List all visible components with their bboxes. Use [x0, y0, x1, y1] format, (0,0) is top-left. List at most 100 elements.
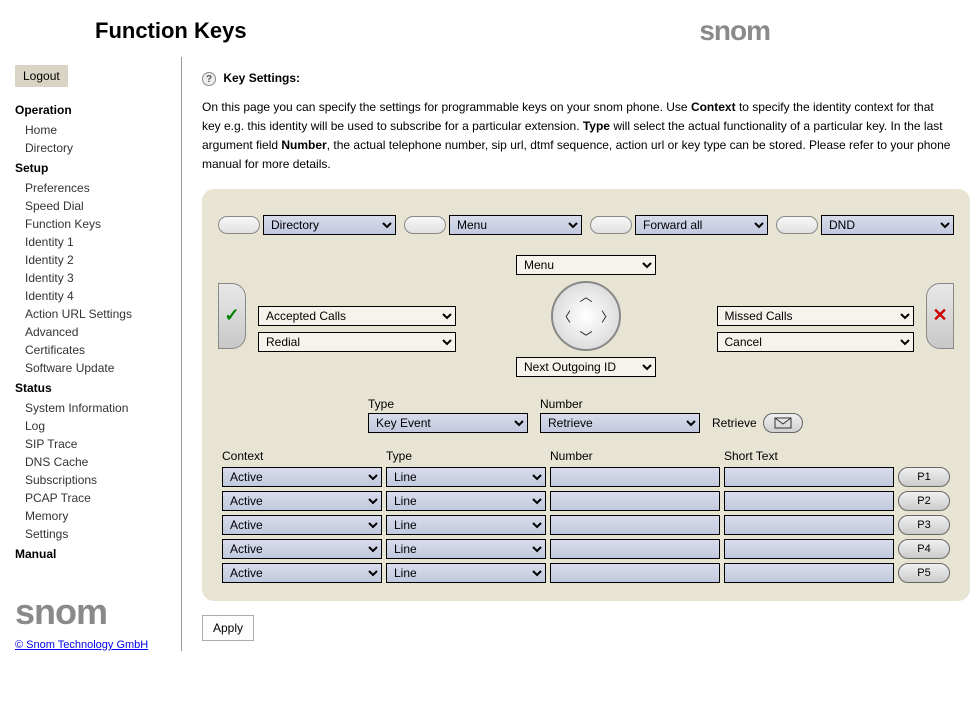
shorttext-input[interactable]	[724, 491, 894, 511]
context-select[interactable]: Active	[222, 515, 382, 535]
nav-group-setup: Setup	[15, 161, 167, 175]
fn-select-1[interactable]: Directory	[263, 215, 396, 235]
sidebar-item-sip-trace[interactable]: SIP Trace	[15, 435, 167, 453]
sidebar-item-home[interactable]: Home	[15, 121, 167, 139]
type-label: Type	[368, 397, 528, 411]
sidebar-item-identity-1[interactable]: Identity 1	[15, 233, 167, 251]
copyright-link[interactable]: © Snom Technology GmbH	[15, 639, 148, 651]
type-select[interactable]: Line	[386, 491, 546, 511]
type-select[interactable]: Line	[386, 563, 546, 583]
context-select[interactable]: Active	[222, 491, 382, 511]
dpad-right-icon[interactable]: 〉	[601, 306, 614, 325]
type-select[interactable]: Line	[386, 539, 546, 559]
dpad[interactable]: ︿ ﹀ 〈 〉	[551, 281, 621, 351]
fn-row-top: Directory Menu Forward all DND	[218, 215, 954, 235]
shorttext-input[interactable]	[724, 563, 894, 583]
sidebar-item-subscriptions[interactable]: Subscriptions	[15, 471, 167, 489]
logout-button[interactable]: Logout	[15, 65, 68, 87]
type-select[interactable]: Line	[386, 515, 546, 535]
retrieve-type-select[interactable]: Key Event	[368, 413, 528, 433]
dpad-left-icon[interactable]: 〈	[558, 306, 571, 325]
dpad-down-icon[interactable]: ﹀	[579, 327, 592, 346]
sidebar-item-settings[interactable]: Settings	[15, 525, 167, 543]
fn-select-4[interactable]: DND	[821, 215, 954, 235]
number-input[interactable]	[550, 491, 720, 511]
nav-operation-items: HomeDirectory	[15, 121, 167, 157]
dpad-up-icon[interactable]: ︿	[579, 286, 592, 305]
fn-hardkey-3[interactable]	[590, 216, 632, 234]
section-heading: ? Key Settings:	[202, 71, 970, 86]
fn-hardkey-2[interactable]	[404, 216, 446, 234]
pkey-button-5[interactable]: P5	[898, 563, 950, 583]
context-select[interactable]: Active	[222, 467, 382, 487]
sidebar-item-speed-dial[interactable]: Speed Dial	[15, 197, 167, 215]
ok-button[interactable]: ✓	[218, 283, 246, 349]
col-type: Type	[386, 449, 546, 463]
grid-header: Context Type Number Short Text	[218, 447, 954, 465]
retrieve-voicemail-button[interactable]	[763, 413, 803, 433]
cancel-select[interactable]: Cancel	[717, 332, 915, 352]
missed-calls-select[interactable]: Missed Calls	[717, 306, 915, 326]
sidebar-item-identity-2[interactable]: Identity 2	[15, 251, 167, 269]
section-heading-text: Key Settings:	[223, 71, 300, 85]
col-number: Number	[550, 449, 720, 463]
settings-panel: Directory Menu Forward all DND ✓	[202, 189, 970, 601]
nav-group-operation: Operation	[15, 103, 167, 117]
sidebar-item-identity-3[interactable]: Identity 3	[15, 269, 167, 287]
context-select[interactable]: Active	[222, 539, 382, 559]
fn-hardkey-4[interactable]	[776, 216, 818, 234]
number-input[interactable]	[550, 467, 720, 487]
table-row: ActiveLine P3	[218, 513, 954, 537]
context-select[interactable]: Active	[222, 563, 382, 583]
col-shorttext: Short Text	[724, 449, 894, 463]
shorttext-input[interactable]	[724, 539, 894, 559]
sidebar-item-preferences[interactable]: Preferences	[15, 179, 167, 197]
sidebar-item-identity-4[interactable]: Identity 4	[15, 287, 167, 305]
pkey-button-2[interactable]: P2	[898, 491, 950, 511]
nav-setup-items: PreferencesSpeed DialFunction KeysIdenti…	[15, 179, 167, 377]
nav-status-items: System InformationLogSIP TraceDNS CacheS…	[15, 399, 167, 543]
menu-select[interactable]: Menu	[516, 255, 656, 275]
sidebar-item-memory[interactable]: Memory	[15, 507, 167, 525]
retrieve-number-select[interactable]: Retrieve	[540, 413, 700, 433]
redial-select[interactable]: Redial	[258, 332, 456, 352]
sidebar-item-certificates[interactable]: Certificates	[15, 341, 167, 359]
nav-group-status: Status	[15, 381, 167, 395]
shorttext-input[interactable]	[724, 515, 894, 535]
pkey-button-1[interactable]: P1	[898, 467, 950, 487]
accepted-calls-select[interactable]: Accepted Calls	[258, 306, 456, 326]
copyright: © Snom Technology GmbH	[15, 639, 167, 651]
fn-select-3[interactable]: Forward all	[635, 215, 768, 235]
help-icon[interactable]: ?	[202, 72, 216, 86]
sidebar-item-directory[interactable]: Directory	[15, 139, 167, 157]
pkey-button-4[interactable]: P4	[898, 539, 950, 559]
shorttext-input[interactable]	[724, 467, 894, 487]
number-input[interactable]	[550, 563, 720, 583]
apply-button[interactable]: Apply	[202, 615, 254, 641]
fn-select-2[interactable]: Menu	[449, 215, 582, 235]
type-select[interactable]: Line	[386, 467, 546, 487]
sidebar-item-function-keys[interactable]: Function Keys	[15, 215, 167, 233]
pkey-button-3[interactable]: P3	[898, 515, 950, 535]
sidebar: Logout Operation HomeDirectory Setup Pre…	[15, 57, 175, 651]
fn-hardkey-1[interactable]	[218, 216, 260, 234]
page-title: Function Keys	[95, 18, 247, 44]
sidebar-item-pcap-trace[interactable]: PCAP Trace	[15, 489, 167, 507]
number-input[interactable]	[550, 539, 720, 559]
sidebar-divider	[181, 57, 182, 651]
sidebar-item-dns-cache[interactable]: DNS Cache	[15, 453, 167, 471]
sidebar-item-advanced[interactable]: Advanced	[15, 323, 167, 341]
sidebar-item-software-update[interactable]: Software Update	[15, 359, 167, 377]
sidebar-item-action-url-settings[interactable]: Action URL Settings	[15, 305, 167, 323]
cancel-hardkey[interactable]: ✕	[926, 283, 954, 349]
number-input[interactable]	[550, 515, 720, 535]
brand-logo-bottom: snom	[15, 591, 167, 633]
sidebar-item-log[interactable]: Log	[15, 417, 167, 435]
number-label: Number	[540, 397, 700, 411]
next-outgoing-select[interactable]: Next Outgoing ID	[516, 357, 656, 377]
col-context: Context	[222, 449, 382, 463]
sidebar-item-system-information[interactable]: System Information	[15, 399, 167, 417]
table-row: ActiveLine P5	[218, 561, 954, 585]
nav-group-manual: Manual	[15, 547, 167, 561]
table-row: ActiveLine P4	[218, 537, 954, 561]
